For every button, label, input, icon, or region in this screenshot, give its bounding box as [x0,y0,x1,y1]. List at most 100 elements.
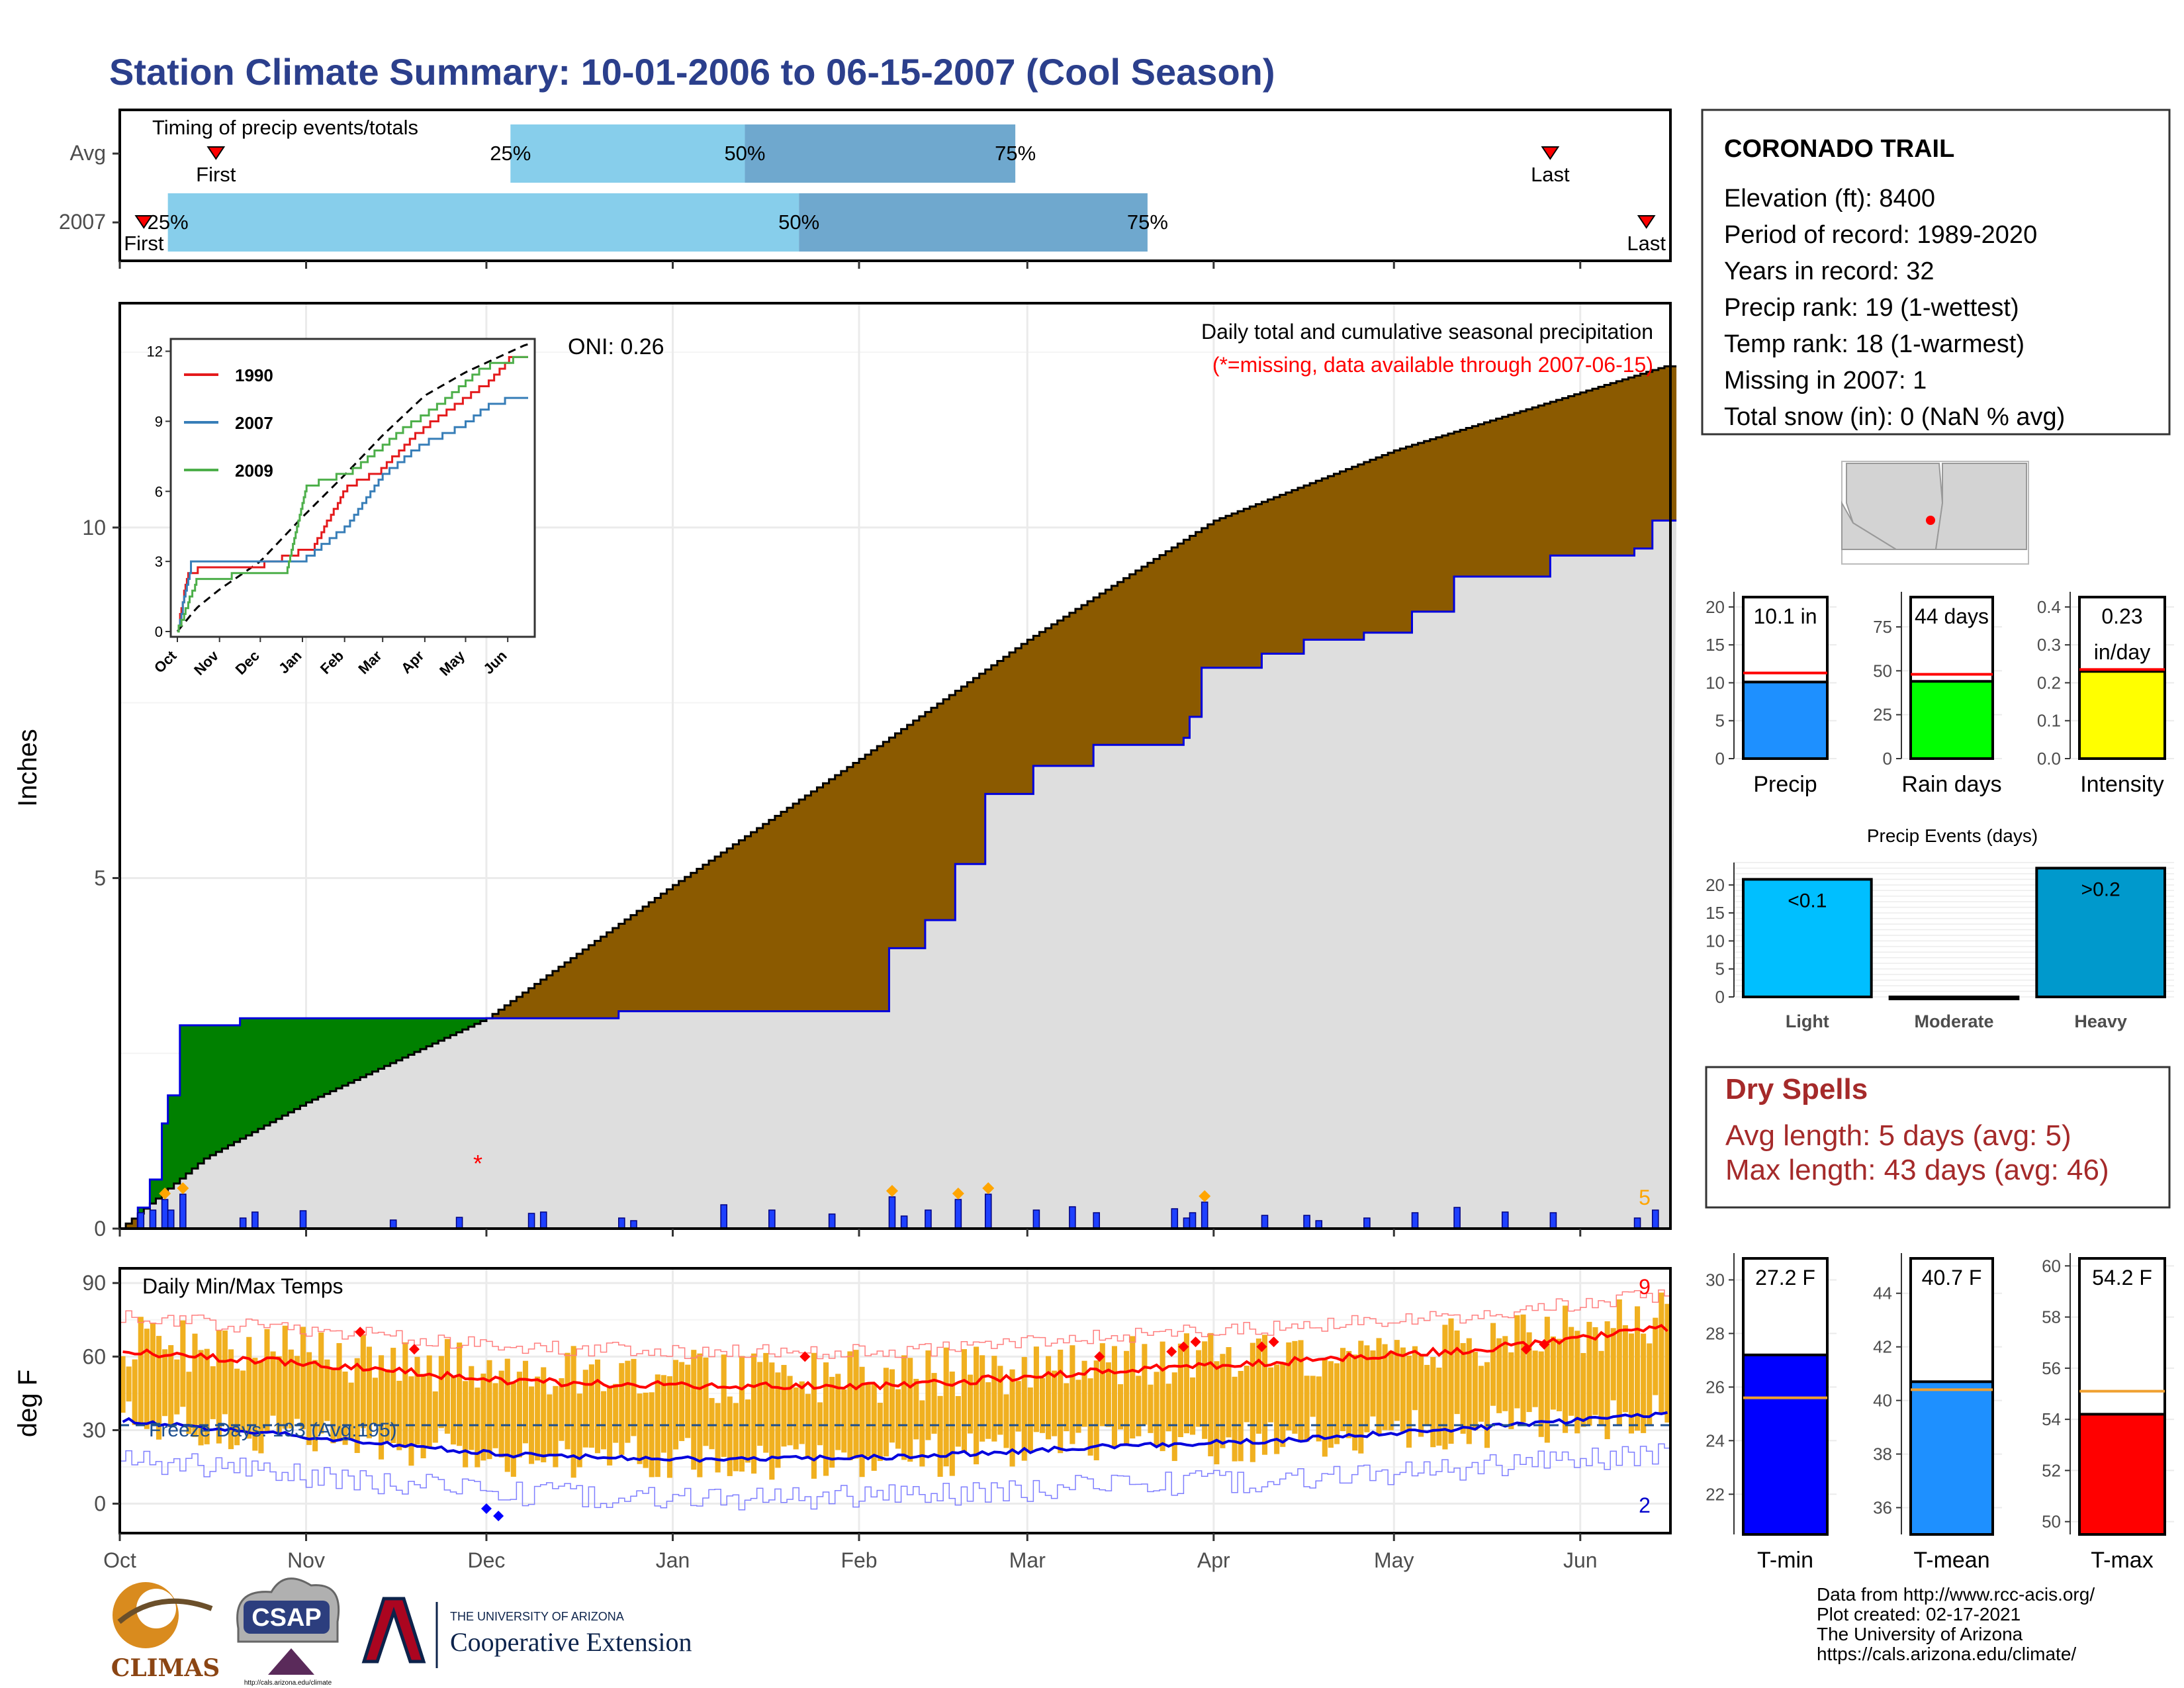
month-label: May [1374,1548,1414,1572]
daily-precip-bar [1549,1212,1557,1229]
daily-temp-bar [907,1358,913,1462]
daily-temp-bar [1075,1380,1081,1433]
last-marker [1637,215,1656,229]
daily-precip-bar [1652,1209,1659,1229]
daily-temp-bar [246,1336,252,1439]
mini-y-tick-label: 52 [2042,1460,2061,1480]
daily-temp-bar [931,1373,937,1434]
events-bar-label: <0.1 [1788,890,1827,912]
daily-temp-bar [727,1396,733,1476]
precip-panel: 0 5 10 Inches Daily total and cumulative s… [13,302,1677,1241]
mini-y-tick-label: 22 [1706,1484,1725,1504]
mini-y-tick-label: 60 [2042,1256,2061,1276]
mini-y-tick-label: 5 [1715,711,1725,731]
mini-y-tick-label: 0 [1883,749,1892,769]
events-plot: 0 5 10 15 20 <0.1 Light Moderate >0.2 Heavy [1706,862,2174,1031]
daily-temp-bar [985,1382,991,1439]
daily-temp-bar [1130,1336,1136,1439]
daily-precip-bar [888,1196,896,1229]
daily-precip-bar [251,1211,259,1229]
daily-temp-bar [1214,1361,1220,1465]
daily-temp-bar [715,1403,721,1473]
daily-temp-bar [847,1351,853,1460]
mini-value-label: 10.1 in [1753,604,1817,628]
daily-temp-bar [348,1382,354,1439]
events-category-label: Heavy [2074,1011,2127,1031]
month-label: Oct [103,1548,136,1572]
dry-spells-title: Dry Spells [1725,1073,1868,1105]
daily-temp-bar [420,1374,426,1458]
mini-y-tick-label: 0.1 [2037,711,2061,731]
daily-precip-bar [900,1215,908,1229]
daily-temp-bar [1635,1306,1641,1431]
mini-y-tick-label: 25 [1873,705,1892,725]
daily-precip-bar [527,1213,535,1229]
daily-temp-bar [793,1387,799,1450]
daily-temp-bar [553,1385,559,1468]
daily-temp-bar [408,1376,414,1466]
daily-precip-bar [954,1199,962,1229]
daily-temp-bar [1586,1321,1592,1426]
daily-temp-bar [390,1348,396,1443]
mini-y-tick-label: 0 [1715,749,1725,769]
daily-precip-bar [137,1212,145,1229]
mini-y-tick-label: 10 [1706,673,1725,692]
daily-temp-bar [859,1366,865,1477]
cold-count-label: 2 [1639,1493,1651,1517]
mini-y-tick-label: 75 [1873,617,1892,637]
daily-temp-bar [1093,1360,1099,1461]
daily-temp-bar [1647,1343,1653,1427]
daily-temp-bar [1502,1336,1508,1411]
precip-axes: 0 5 10 [82,516,1582,1241]
daily-temp-bar [210,1366,216,1419]
daily-temp-bar [360,1334,366,1429]
daily-temp-bar [288,1349,294,1429]
daily-temp-bar [252,1358,258,1451]
month-label: Jun [1563,1548,1598,1572]
daily-precip-bar [149,1209,157,1229]
daily-temp-bar [222,1330,228,1415]
daily-temp-bar [619,1363,625,1455]
daily-temp-bar [379,1355,385,1460]
daily-temp-bar [703,1357,709,1446]
daily-temp-bar [1412,1346,1418,1411]
info-line: Total snow (in): 0 (NaN % avg) [1724,403,2065,431]
daily-temp-bar [691,1350,697,1470]
daily-temp-bar [1478,1366,1484,1422]
daily-temp-bar [1046,1356,1052,1440]
inset-2007-line [177,397,528,633]
daily-temp-bar [1142,1344,1148,1425]
daily-temp-bar [895,1389,901,1449]
daily-precip-bar [1171,1208,1179,1229]
mini-y-tick-label: 36 [1873,1498,1892,1518]
daily-temp-bar [823,1362,829,1476]
daily-temp-bar [522,1360,529,1444]
record-high-marker [1166,1346,1177,1357]
timing-pct-label: 75% [1127,211,1168,234]
inset-legend: 1990 2007 2009 [184,365,273,481]
daily-temp-bar [1460,1342,1466,1434]
daily-temp-bar [1033,1346,1039,1432]
daily-temp-bar [853,1350,859,1459]
mini-y-tick-label: 40 [1873,1391,1892,1411]
new-mexico-shape [1934,463,2027,550]
record-high-marker [1521,1344,1532,1355]
daily-temp-bar [871,1384,877,1471]
daily-precip-bar [167,1209,175,1229]
climas-logo: CLIMAS [111,1582,220,1682]
daily-temp-bar [607,1387,613,1466]
daily-temp-bar [1394,1340,1400,1421]
daily-temp-bar [1334,1363,1340,1444]
daily-temp-bar [1610,1328,1616,1401]
daily-temp-bar [1250,1342,1255,1462]
events-y-tick-label: 20 [1706,875,1725,895]
events-y-tick-label: 5 [1715,959,1725,979]
events-y-tick-label: 15 [1706,903,1725,923]
daily-temp-bar [763,1352,769,1453]
mini-value-bar [1742,1353,1829,1536]
events-title: Precip Events (days) [1867,825,2038,846]
daily-temp-bar [1202,1341,1208,1439]
daily-temp-bar [1532,1350,1538,1407]
daily-temp-bar [444,1338,450,1434]
